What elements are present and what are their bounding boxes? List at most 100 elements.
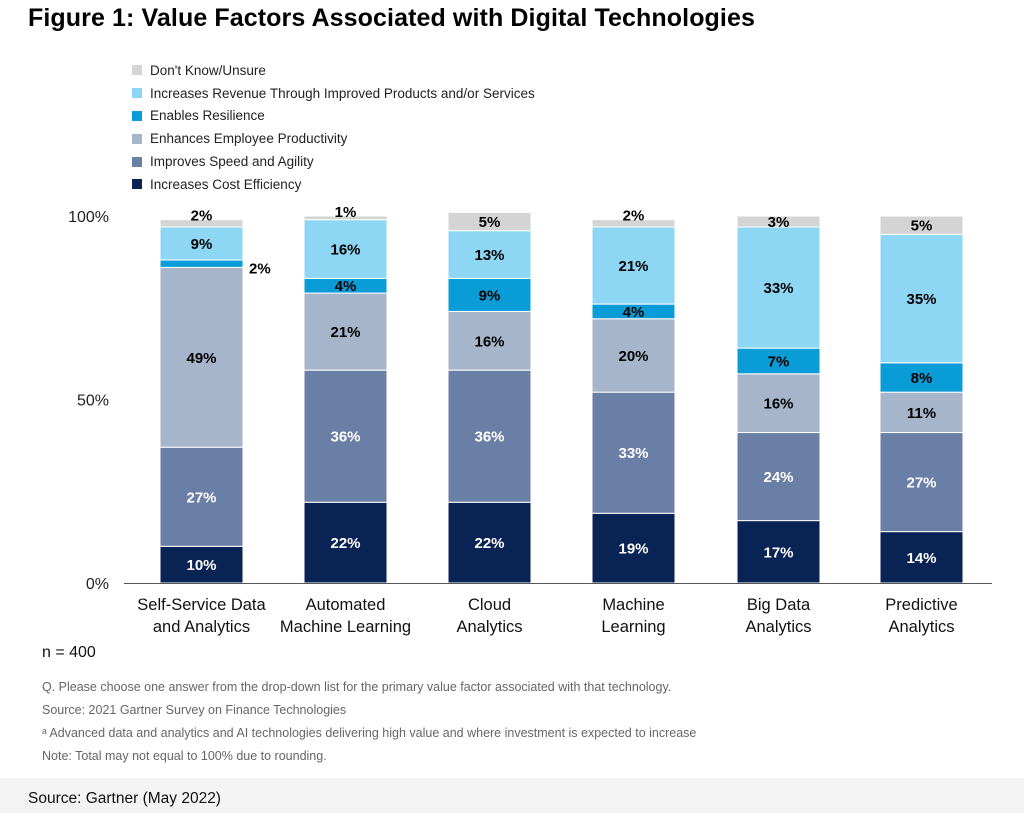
x-category-label: Analytics [888,618,954,636]
legend-item-enables-resilience: Enables Resilience [132,105,535,128]
data-label: 21% [330,324,360,341]
data-label: 17% [763,544,793,561]
data-label: 1% [335,204,357,221]
bar-segment-don-t-know-unsure [736,215,821,228]
data-label: 5% [911,218,933,235]
y-tick-label: 0% [86,576,109,593]
data-label: 21% [618,258,648,275]
legend-item-increases-cost-efficiency: Increases Cost Efficiency [132,173,535,196]
data-label: 22% [330,535,360,552]
x-category-label: Analytics [456,618,522,636]
data-label: 4% [335,278,357,295]
data-label: 2% [249,261,271,278]
legend-label: Enhances Employee Productivity [150,131,348,147]
bar-segment-enhances-employee-productivity [159,266,244,448]
data-label: 3% [768,214,790,231]
bar-segment-increases-cost-efficiency [591,512,676,584]
bar-segment-enhances-employee-productivity [591,318,676,393]
sample-size-label: n = 400 [42,644,96,661]
bar-segment-increases-revenue-through-improved-products-and-or-services [303,219,388,279]
legend-swatch [132,65,142,76]
x-category-label: Big Data [747,596,811,614]
data-label: 19% [618,541,648,558]
data-label: 14% [906,550,936,567]
data-label: 33% [763,280,793,297]
bar-segment-improves-speed-and-agility [879,432,964,533]
data-label: 8% [911,370,933,387]
bar-segment-don-t-know-unsure [159,219,244,228]
bar-segment-increases-cost-efficiency [736,520,821,584]
footnote-rounding: Note: Total may not equal to 100% due to… [42,749,327,763]
source-credit: Source: Gartner (May 2022) [28,790,221,807]
legend-label: Don't Know/Unsure [150,62,266,78]
legend-swatch [132,179,142,190]
data-label: 11% [907,405,936,422]
data-label: 27% [906,475,936,492]
x-category-label: Analytics [745,618,811,636]
bar-segment-increases-cost-efficiency [879,531,964,584]
legend-label: Enables Resilience [150,108,265,124]
data-label: 2% [623,208,645,225]
data-label: 16% [763,396,793,413]
x-category-label: Machine [602,596,664,614]
legend-item-improves-speed-and-agility: Improves Speed and Agility [132,150,535,173]
bar-segment-increases-revenue-through-improved-products-and-or-services [591,226,676,305]
data-label: 35% [906,291,936,308]
x-category-label: Machine Learning [280,618,411,636]
source-band [0,778,1024,813]
data-label: 27% [186,489,216,506]
legend: Don't Know/Unsure Increases Revenue Throu… [132,59,535,196]
bar-segment-improves-speed-and-agility [303,369,388,503]
data-label: 33% [618,445,648,462]
footnote-advanced-analytics: ᵃ Advanced data and analytics and AI tec… [42,726,697,740]
legend-label: Improves Speed and Agility [150,154,314,170]
bar-segment-improves-speed-and-agility [736,432,821,522]
data-label: 9% [479,287,501,304]
bar-segment-don-t-know-unsure [303,215,388,221]
bar-segment-improves-speed-and-agility [159,446,244,547]
data-label: 49% [186,350,216,367]
x-category-label: Cloud [468,596,511,614]
legend-swatch [132,133,142,144]
legend-item-increases-revenue-through-improved-products-and-or-services: Increases Revenue Through Improved Produ… [132,82,535,105]
legend-swatch [132,110,142,121]
data-label: 7% [768,353,790,370]
data-label: 4% [623,304,645,321]
x-category-label: Predictive [885,596,957,614]
x-category-label: and Analytics [153,618,250,636]
bar-segment-don-t-know-unsure [447,211,532,232]
bar-segment-enhances-employee-productivity [736,373,821,434]
bar-segment-enhances-employee-productivity [447,310,532,371]
data-label: 16% [330,242,360,259]
legend-item-enhances-employee-productivity: Enhances Employee Productivity [132,127,535,150]
data-label: 10% [186,557,216,574]
legend-label: Increases Revenue Through Improved Produ… [150,85,535,101]
x-category-label: Self-Service Data [137,596,266,614]
data-label: 36% [330,429,360,446]
data-label: 5% [479,214,501,231]
bar-segment-increases-cost-efficiency [159,545,244,584]
bar-segment-improves-speed-and-agility [447,369,532,503]
data-label: 24% [763,469,793,486]
bar-segment-increases-revenue-through-improved-products-and-or-services [159,226,244,261]
legend-item-don-t-know-unsure: Don't Know/Unsure [132,59,535,82]
footnote-survey-source: Source: 2021 Gartner Survey on Finance T… [42,703,347,717]
data-label: 2% [191,208,213,225]
footnote-question: Q. Please choose one answer from the dro… [42,680,672,694]
bar-segment-enables-resilience [879,362,964,393]
legend-swatch [132,156,142,167]
data-label: 22% [474,535,504,552]
x-category-label: Learning [601,618,665,636]
x-category-label: Automated [306,596,386,614]
bar-segment-increases-revenue-through-improved-products-and-or-services [447,230,532,279]
data-label: 13% [474,247,504,264]
footnotes: Q. Please choose one answer from the dro… [42,679,696,771]
bar-segment-enhances-employee-productivity [303,292,388,371]
bar-segment-enables-resilience [159,259,244,268]
legend-swatch [132,88,142,99]
bar-segment-enables-resilience [447,277,532,312]
bar-segment-don-t-know-unsure [591,219,676,228]
bar-segment-increases-revenue-through-improved-products-and-or-services [736,226,821,349]
y-tick-label: 50% [77,393,109,410]
y-tick-label: 100% [68,209,109,226]
